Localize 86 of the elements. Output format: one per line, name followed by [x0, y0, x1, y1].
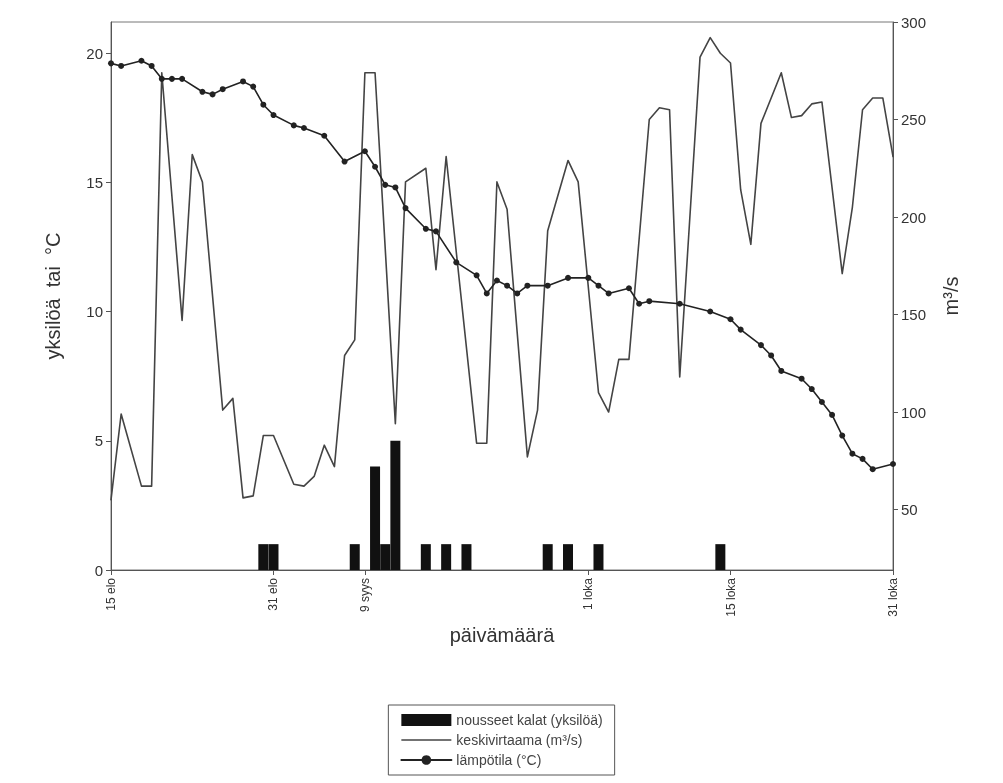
point	[453, 259, 460, 266]
x-tick-label: 15 loka	[723, 577, 738, 617]
point	[544, 282, 551, 289]
point	[473, 272, 480, 279]
legend-label: keskivirtaama (m³/s)	[456, 732, 583, 748]
point	[483, 290, 490, 297]
point	[493, 277, 500, 284]
bar	[349, 544, 360, 570]
point	[727, 316, 734, 323]
point	[422, 225, 429, 232]
point	[341, 158, 348, 165]
point	[250, 83, 257, 90]
point	[199, 88, 206, 95]
point	[300, 124, 307, 131]
y2-tick-label: 300	[901, 13, 927, 31]
point	[402, 205, 409, 212]
point	[504, 282, 511, 289]
point	[636, 300, 643, 307]
y-tick-label: 10	[86, 303, 103, 321]
point	[890, 461, 896, 468]
point	[138, 57, 145, 64]
point	[737, 326, 744, 333]
point	[290, 122, 297, 129]
point	[179, 75, 186, 82]
point	[768, 352, 775, 359]
x-axis-title: päivämäärä	[449, 623, 556, 646]
x-tick-label: 31 elo	[266, 577, 281, 611]
y-tick-label: 20	[86, 44, 103, 62]
y2-tick-label: 50	[901, 501, 918, 519]
bar	[420, 544, 431, 570]
point	[839, 432, 846, 439]
point	[209, 91, 216, 98]
point	[321, 132, 328, 139]
point	[260, 101, 267, 108]
point	[859, 455, 866, 462]
point	[148, 62, 155, 69]
point	[372, 163, 379, 170]
legend-label: lämpötila (°C)	[456, 752, 542, 768]
point	[625, 285, 632, 292]
x-tick-label: 15 elo	[104, 577, 118, 611]
point	[382, 181, 389, 188]
y-tick-label: 0	[94, 561, 103, 579]
point	[361, 148, 368, 155]
point	[798, 375, 805, 382]
point	[158, 75, 165, 82]
point	[219, 86, 226, 93]
point	[605, 290, 612, 297]
bar	[715, 544, 726, 570]
bar	[563, 544, 574, 570]
point	[514, 290, 521, 297]
bar	[542, 544, 553, 570]
y2-tick-label: 150	[901, 306, 927, 324]
point	[392, 184, 399, 191]
point	[808, 386, 815, 393]
point	[118, 62, 125, 69]
point	[757, 342, 764, 349]
point	[778, 367, 785, 374]
point	[108, 60, 114, 67]
point	[168, 75, 175, 82]
point	[829, 411, 836, 418]
point	[565, 274, 572, 281]
point	[432, 228, 439, 235]
y2-tick-label: 100	[901, 403, 927, 421]
point	[676, 300, 683, 307]
point	[524, 282, 531, 289]
x-tick-label: 31 loka	[886, 577, 900, 617]
y-tick-label: 15	[86, 173, 103, 191]
x-tick-label: 1 loka	[581, 577, 596, 611]
x-tick-label: 9 syys	[357, 578, 372, 613]
point	[818, 398, 825, 405]
bar	[441, 544, 452, 570]
point	[869, 466, 876, 473]
point	[270, 112, 277, 119]
bar	[461, 544, 472, 570]
y2-axis-title: m³/s	[940, 276, 962, 316]
legend-label: nousseet kalat (yksilöä)	[456, 712, 603, 728]
bar	[593, 544, 604, 570]
point	[646, 298, 653, 305]
point	[849, 450, 856, 457]
y2-tick-label: 200	[901, 208, 927, 226]
point	[707, 308, 714, 315]
point	[585, 274, 592, 281]
y-axis-title: yksilöä tai °C	[42, 232, 64, 360]
y-tick-label: 5	[94, 432, 103, 450]
y2-tick-label: 250	[901, 111, 927, 129]
point	[240, 78, 247, 85]
